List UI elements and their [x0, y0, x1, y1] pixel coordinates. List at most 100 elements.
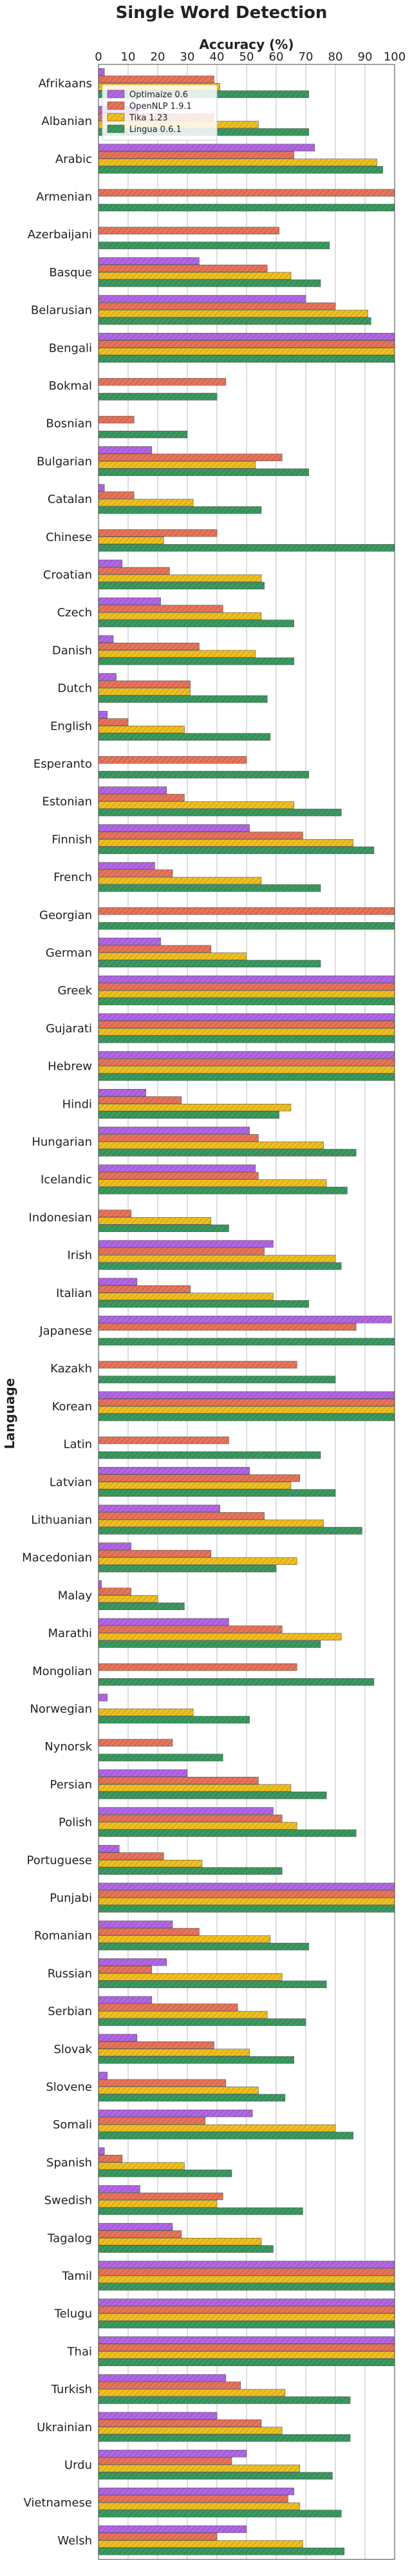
- bar-hatch: [98, 718, 129, 726]
- y-category-label: Croatian: [43, 568, 92, 582]
- bar-hatch: [98, 1323, 357, 1331]
- y-category-label: Dutch: [57, 682, 92, 696]
- bar-hatch: [98, 1920, 173, 1928]
- bar-hatch: [98, 1481, 292, 1490]
- bar-hatch: [98, 846, 375, 855]
- bar-hatch: [98, 144, 315, 151]
- y-category-label: Armenian: [36, 190, 92, 204]
- y-category-label: Slovene: [46, 2080, 92, 2094]
- x-tick-label: 70: [299, 50, 314, 64]
- bar-hatch: [98, 453, 283, 462]
- bar-hatch: [98, 75, 214, 84]
- legend-box: [102, 84, 218, 141]
- y-category-label: Mongolian: [32, 1665, 92, 1678]
- bar-hatch: [98, 355, 395, 363]
- bar-hatch: [98, 876, 262, 885]
- y-category-label: Vietnamese: [23, 2496, 92, 2510]
- bar-hatch: [98, 695, 268, 703]
- x-tick-label: 30: [180, 50, 195, 64]
- bar-hatch: [98, 710, 108, 719]
- bar-hatch: [98, 922, 395, 930]
- y-category-label: Ukrainian: [37, 2421, 92, 2434]
- y-category-label: Hebrew: [48, 1060, 92, 1074]
- bar-hatch: [98, 725, 185, 734]
- legend-label: OpenNLP 1.9.1: [129, 102, 192, 111]
- bar-hatch: [98, 461, 256, 469]
- y-category-label: Urdu: [64, 2458, 92, 2472]
- y-category-label: Swedish: [44, 2194, 92, 2208]
- bar-hatch: [98, 1814, 283, 1823]
- bar-hatch: [98, 605, 223, 612]
- bar-hatch: [98, 824, 250, 832]
- bar-hatch: [98, 2502, 301, 2510]
- y-category-label: German: [46, 946, 92, 960]
- bar-hatch: [98, 2072, 108, 2079]
- y-category-label: Malay: [58, 1589, 93, 1602]
- y-category-labels: Afrikaans Albanian Arabic Armenian Azerbaija…: [22, 77, 92, 2548]
- bar-hatch: [98, 1512, 265, 1520]
- bar-hatch: [98, 643, 200, 650]
- bar-hatch: [98, 506, 262, 514]
- bar-hatch: [98, 869, 173, 877]
- bar-hatch: [98, 2533, 218, 2541]
- bar-hatch: [98, 1958, 167, 1966]
- bar-hatch: [98, 2457, 232, 2465]
- y-category-label: Latvian: [50, 1475, 92, 1489]
- bar-hatch: [98, 2041, 214, 2049]
- bar-hatch: [98, 2170, 232, 2177]
- bar-hatch: [98, 498, 194, 507]
- y-category-label: Bulgarian: [37, 455, 92, 468]
- bar-hatch: [98, 1527, 362, 1535]
- y-category-label: Norwegian: [30, 1702, 92, 1716]
- bar-hatch: [98, 1316, 392, 1323]
- bar-hatch: [98, 1179, 327, 1187]
- y-category-label: Czech: [57, 606, 92, 620]
- y-category-label: Turkish: [51, 2383, 92, 2396]
- y-category-label: Indonesian: [29, 1211, 92, 1224]
- bar-hatch: [98, 1255, 336, 1263]
- x-tick-label: 40: [210, 50, 225, 64]
- bar-hatch: [98, 567, 170, 575]
- bar-hatch: [98, 2525, 247, 2533]
- bar-hatch: [98, 983, 395, 990]
- y-category-label: Somali: [53, 2118, 92, 2132]
- bar-hatch: [98, 650, 256, 658]
- bar-hatch: [98, 733, 271, 741]
- bar-hatch: [98, 1073, 395, 1081]
- bar-hatch: [98, 960, 321, 968]
- bar-hatch: [98, 688, 191, 696]
- bar-hatch: [98, 2351, 395, 2359]
- bar-hatch: [98, 1882, 395, 1891]
- bar-hatch: [98, 1171, 259, 1180]
- bar-hatch: [98, 1618, 229, 1626]
- x-tick-labels: 0 10 20 30 40 50 60 70 80 90 100: [95, 50, 406, 64]
- x-tick-label: 90: [358, 50, 373, 64]
- y-category-label: Russian: [48, 1967, 92, 1980]
- y-category-label: Telugu: [54, 2307, 92, 2321]
- bar-hatch: [98, 272, 292, 280]
- bar-hatch: [98, 2427, 283, 2434]
- y-category-label: Hungarian: [32, 1135, 92, 1149]
- bar-hatch: [98, 2510, 342, 2517]
- bar-hatch: [98, 265, 268, 272]
- bar-hatch: [98, 1769, 188, 1777]
- bar-hatch: [98, 2450, 247, 2458]
- bar-hatch: [98, 393, 218, 401]
- bar-hatch: [98, 2147, 105, 2155]
- bar-hatch: [98, 1709, 194, 1716]
- bar-hatch: [98, 1739, 173, 1747]
- bar-hatch: [98, 2472, 333, 2480]
- bar-hatch: [98, 2162, 185, 2170]
- bar-hatch: [98, 884, 321, 892]
- legend-swatch-hatch: [107, 90, 125, 99]
- y-category-label: Latin: [63, 1438, 92, 1452]
- bar-hatch: [98, 1844, 120, 1853]
- bar-hatch: [98, 673, 117, 681]
- bar-hatch: [98, 975, 395, 983]
- bar-hatch: [98, 1973, 283, 1981]
- bar-hatch: [98, 1663, 297, 1671]
- bar-hatch: [98, 808, 342, 817]
- bar-hatch: [98, 1111, 279, 1119]
- y-category-label: Basque: [49, 266, 92, 279]
